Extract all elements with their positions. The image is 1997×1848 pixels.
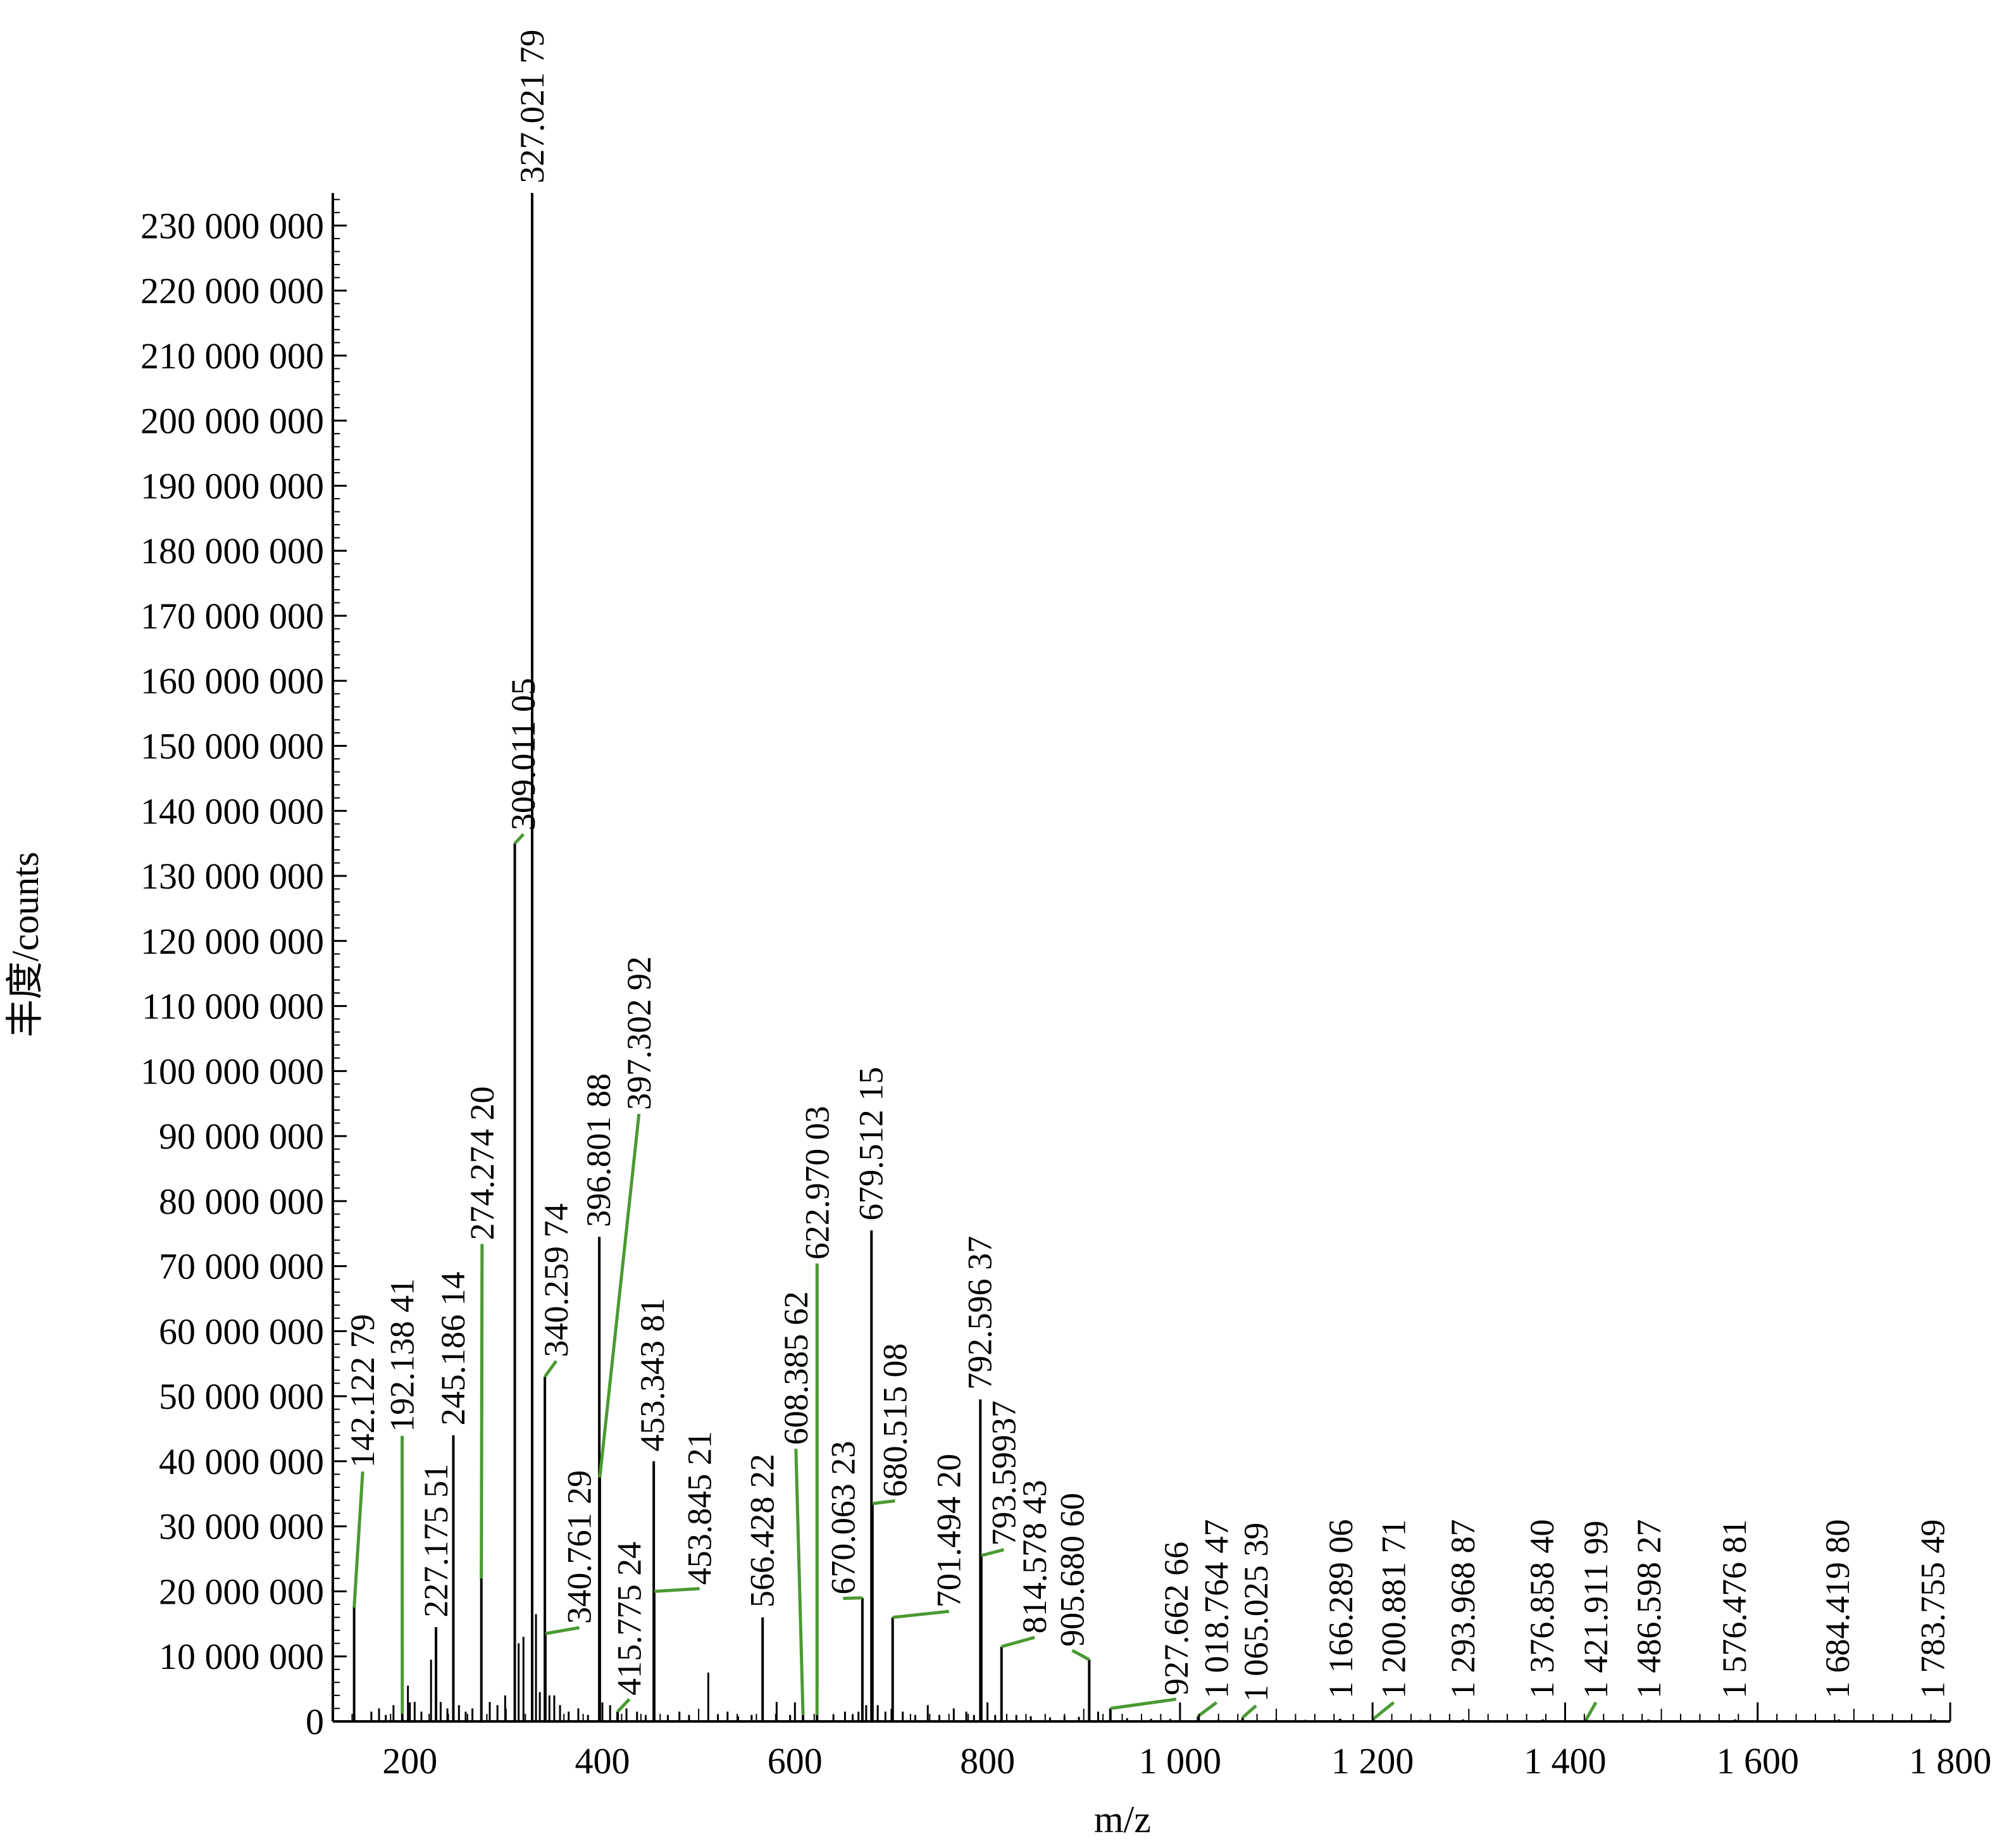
peak-leader-line [1001,1635,1035,1649]
x-tick-label: 1 000 [1139,1740,1222,1782]
peak-label: 679.512 15 [852,1067,890,1221]
peak-leader-line [513,833,525,845]
y-tick-label: 60 000 000 [159,1311,324,1352]
peak-leader-line [544,1360,558,1378]
peak-label: 142.122 79 [344,1314,382,1468]
peak-label: 1 293.968 87 [1444,1520,1482,1699]
peak-label: 192.138 41 [383,1278,421,1432]
leader-lines [352,833,1598,1721]
peak-label: 340.259 74 [537,1204,575,1358]
peak-label: 415.775 24 [611,1542,649,1695]
peak-label: 227.175 51 [417,1464,455,1618]
x-tick-label: 200 [382,1740,437,1782]
y-tick-label: 70 000 000 [159,1246,324,1287]
y-tick-label: 50 000 000 [159,1376,324,1417]
peak-label: 670.063 23 [824,1441,862,1595]
y-tick-label: 20 000 000 [159,1571,324,1612]
x-tick-label: 1 400 [1524,1740,1607,1782]
peak-label: 327.021 79 [513,30,551,184]
peak-leader-line [872,1499,895,1506]
y-tick-label: 40 000 000 [159,1441,324,1482]
peak-leader-line [1071,1649,1090,1661]
y-tick-label: 90 000 000 [159,1116,324,1157]
x-tick-label: 600 [768,1740,823,1782]
peak-leader-line [981,1548,1005,1558]
y-tick-label: 220 000 000 [140,270,324,311]
y-axis: 0 10 000 000 20 000 000 30 000 000 40 000 00… [140,193,347,1742]
peak-label: 397.302 92 [620,956,658,1110]
y-tick-label: 130 000 000 [140,856,324,897]
peak-label: 622.970 03 [798,1106,836,1259]
peak-leader-line [654,1587,700,1593]
x-tick-label: 1 800 [1909,1740,1992,1782]
x-axis: 200 400 600 800 1 000 1 200 1 400 1 600 1 800 [333,1702,1991,1782]
peak-label: 566.428 22 [743,1454,781,1608]
x-tick-label: 400 [575,1740,630,1782]
peak-label: 1 576.476 81 [1715,1520,1753,1699]
y-tick-label: 110 000 000 [142,986,324,1027]
peak-leader-line [1584,1701,1598,1721]
y-tick-label: 180 000 000 [140,530,324,571]
peak-label: 905.680 60 [1053,1493,1091,1647]
peak-label: 1 684.419 80 [1819,1520,1857,1699]
peak-label: 453.343 81 [633,1298,671,1452]
y-tick-label: 10 000 000 [159,1636,324,1677]
peak-leader-line [598,1113,641,1478]
y-tick-label: 170 000 000 [140,596,324,637]
peak-label: 1 018.764 47 [1198,1520,1236,1699]
peak-label: 814.578 43 [1016,1480,1054,1633]
peak-label: 1 783.755 49 [1914,1520,1952,1699]
y-tick-label: 140 000 000 [140,790,324,832]
y-tick-label: 100 000 000 [140,1051,324,1092]
peak-leader-line [352,1471,364,1608]
peak-leader-line [794,1449,805,1715]
peak-label: 927.662 66 [1157,1542,1195,1695]
x-tick-label: 800 [960,1740,1015,1782]
peak-label: 396.801 88 [580,1073,618,1227]
minor-peaks [370,1614,1499,1721]
peaks [352,193,1936,1721]
y-tick-label: 230 000 000 [140,205,324,246]
peak-leader-line [545,1626,580,1635]
peak-label: 1 376.858 40 [1523,1520,1561,1699]
y-tick-label: 210 000 000 [140,335,324,377]
y-tick-label: 120 000 000 [140,921,324,962]
peak-label: 309.011 05 [504,678,542,830]
peak-label: 1 421.911 99 [1577,1521,1615,1699]
peak-leader-line [1241,1704,1257,1719]
y-tick-label: 30 000 000 [159,1506,324,1547]
peak-labels: 142.122 79 192.138 41 227.175 51 245.186 14… [344,30,1951,1702]
peak-label: 1 166.289 06 [1322,1520,1360,1699]
peak-label: 245.186 14 [434,1271,472,1425]
peak-label: 792.596 37 [961,1236,998,1390]
peak-leader-line [892,1609,949,1620]
peak-label: 701.494 20 [930,1454,968,1608]
peak-leader-line [616,1698,631,1713]
peak-label: 453.845 21 [681,1431,719,1585]
y-tick-label: 80 000 000 [159,1181,324,1222]
y-tick-label: 190 000 000 [140,465,324,506]
y-tick-label: 160 000 000 [140,661,324,702]
y-tick-label: 200 000 000 [140,401,324,442]
peak-leader-line [843,1596,862,1601]
peak-label: 274.274 20 [463,1087,501,1240]
peak-label: 1 200.881 71 [1375,1520,1413,1699]
x-tick-label: 1 600 [1716,1740,1799,1782]
peak-leader-line [1197,1701,1218,1718]
y-tick-label: 150 000 000 [140,726,324,767]
x-axis-title: m/z [1094,1799,1151,1840]
y-axis-title: 丰度/counts [4,852,46,1037]
peak-leader-line [1110,1697,1177,1710]
peak-label: 680.515 08 [876,1343,914,1497]
y-tick-label: 0 [306,1701,324,1742]
peak-label: 340.761 29 [560,1470,598,1624]
peak-leader-line [1372,1701,1395,1720]
peak-label: 793.59937 [985,1401,1023,1546]
x-tick-label: 1 200 [1331,1740,1414,1782]
peak-label: 1 486.598 27 [1630,1520,1668,1699]
peak-label: 608.385 62 [777,1291,815,1445]
peak-label: 1 065.025 39 [1237,1523,1275,1702]
